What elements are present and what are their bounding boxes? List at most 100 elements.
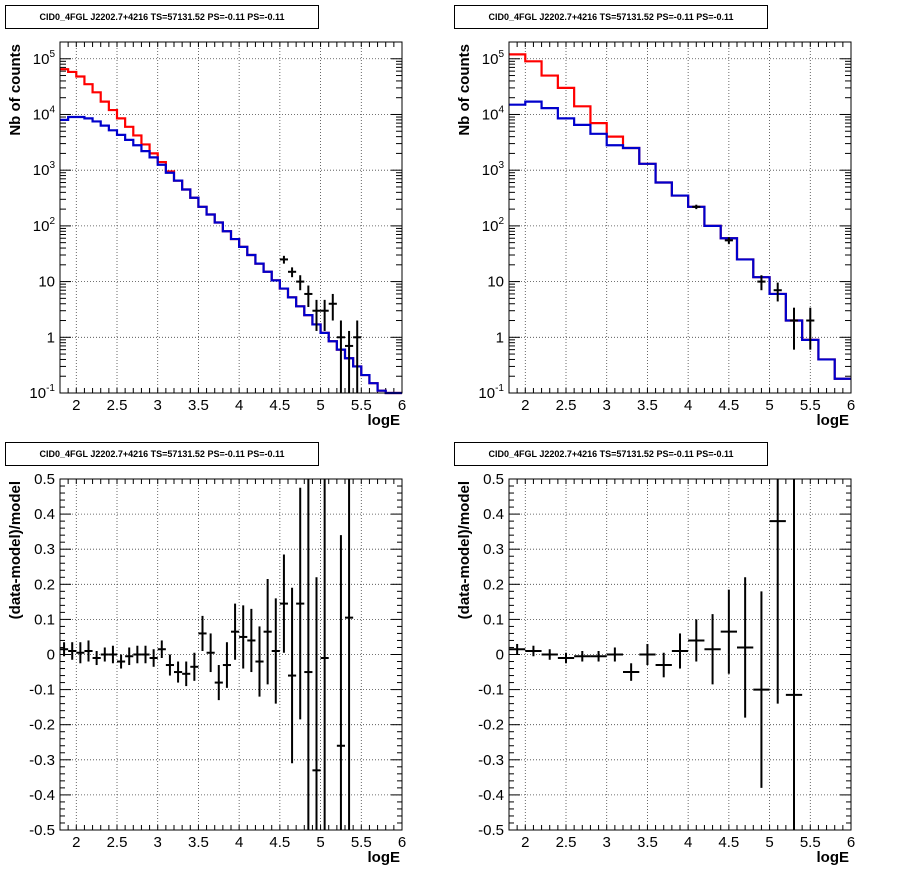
y-tick-label: 103 xyxy=(33,160,56,179)
residual-point xyxy=(239,605,248,669)
pad-title: CID0_4FGL J2202.7+4216 TS=57131.52 PS=-0… xyxy=(454,442,768,466)
y-tick-label: 0.2 xyxy=(34,576,55,593)
data-point xyxy=(345,330,354,393)
series-model xyxy=(509,100,851,380)
residual-point xyxy=(312,577,321,830)
y-axis-label: (data-model)/model xyxy=(7,481,24,619)
data-point xyxy=(757,275,766,291)
residual-point xyxy=(133,645,142,664)
x-tick-label: 4.5 xyxy=(269,834,290,851)
residual-point xyxy=(214,665,223,701)
residual-point xyxy=(60,642,69,657)
y-tick-label: 0.1 xyxy=(483,611,504,628)
y-tick-label: 102 xyxy=(33,216,56,235)
y-tick-label: -0.3 xyxy=(29,752,55,769)
minor-ticks xyxy=(59,41,403,394)
residual-point xyxy=(574,650,591,662)
x-tick-label: 3.5 xyxy=(637,834,658,851)
data-point xyxy=(304,285,313,307)
x-tick-label: 3 xyxy=(154,834,162,851)
data-point xyxy=(279,255,288,264)
pad-title: CID0_4FGL J2202.7+4216 TS=57131.52 PS=-0… xyxy=(5,5,319,29)
x-tick-label: 5.5 xyxy=(800,397,821,414)
y-tick-label: -0.2 xyxy=(478,717,504,734)
y-tick-label: 0.5 xyxy=(34,471,55,488)
y-tick-exponent: 2 xyxy=(498,216,504,227)
residual-point xyxy=(190,652,199,681)
x-tick-label: 4 xyxy=(235,397,243,414)
y-tick-label: 0.3 xyxy=(34,541,55,558)
y-tick-label: -0.4 xyxy=(29,787,55,804)
pad-bottom-left: 2 2.5 3 3.5 4 4.5 5 5.5 6 -0.5 -0.4 -0.3 -0.2 -0.1 0 0.… xyxy=(0,437,449,875)
y-tick-label: 10 xyxy=(487,274,504,291)
data-point xyxy=(773,282,782,302)
series-data xyxy=(279,255,362,393)
residual-point xyxy=(541,649,558,660)
x-tick-label: 5.5 xyxy=(800,834,821,851)
series-model xyxy=(60,115,402,395)
residual-point xyxy=(117,654,126,669)
y-axis-label: Nb of counts xyxy=(7,44,24,136)
residual-point xyxy=(149,649,158,667)
x-axis-label: logE xyxy=(368,412,401,429)
residual-point xyxy=(336,535,345,830)
y-tick-label: 0.4 xyxy=(483,506,504,523)
y-tick-label: 0.5 xyxy=(483,471,504,488)
y-tick-exponent: 3 xyxy=(498,160,504,171)
residual-point xyxy=(296,487,305,720)
x-tick-label: 4.5 xyxy=(718,397,739,414)
y-tick-label: 10 xyxy=(38,274,55,291)
residual-point xyxy=(639,643,656,666)
x-tick-label: 2 xyxy=(72,834,80,851)
x-tick-label: 6 xyxy=(847,397,855,414)
y-tick-label: 104 xyxy=(33,104,56,123)
y-tick-label: 1 xyxy=(47,329,55,346)
residual-point xyxy=(84,640,93,662)
residual-point xyxy=(157,640,166,659)
residual-point xyxy=(222,642,231,688)
x-tick-label: 2 xyxy=(72,397,80,414)
data-point xyxy=(312,299,321,331)
grid xyxy=(509,42,852,394)
residual-point xyxy=(247,608,256,673)
y-tick-label: -0.3 xyxy=(478,752,504,769)
y-tick-label: 0.1 xyxy=(34,611,55,628)
y-tick-label: 105 xyxy=(482,49,505,68)
plot-frame xyxy=(508,41,852,394)
x-tick-label: 3.5 xyxy=(188,834,209,851)
pad-title: CID0_4FGL J2202.7+4216 TS=57131.52 PS=-0… xyxy=(5,442,319,466)
y-tick-label: -0.2 xyxy=(29,717,55,734)
spectrum-plot-left: 2 2.5 3 3.5 4 4.5 5 5.5 6 10-1 1 10 102 103 104 105 logE… xyxy=(7,41,406,429)
y-tick-exponent: 2 xyxy=(49,216,55,227)
residual-point xyxy=(737,577,754,718)
y-tick-label: 103 xyxy=(482,160,505,179)
pad-bottom-right: 2 2.5 3 3.5 4 4.5 5 5.5 6 -0.5 -0.4 -0.3 -0.2 -0.1 0 0.… xyxy=(449,437,898,875)
y-axis-label: Nb of counts xyxy=(456,44,473,136)
residual-point xyxy=(288,587,297,764)
residual-point xyxy=(720,589,737,674)
y-tick-label: -0.1 xyxy=(29,682,55,699)
x-tick-label: 5 xyxy=(316,834,324,851)
data-point xyxy=(320,299,329,331)
plot-frame xyxy=(508,478,852,831)
residual-point xyxy=(279,554,288,653)
residual-point xyxy=(671,633,689,669)
y-axis-label: (data-model)/model xyxy=(456,481,473,619)
residual-point xyxy=(255,626,264,697)
residual-point xyxy=(165,654,174,676)
x-tick-label: 5 xyxy=(765,397,773,414)
residual-point xyxy=(271,598,280,704)
pad-title: CID0_4FGL J2202.7+4216 TS=57131.52 PS=-0… xyxy=(454,5,768,29)
residual-plot-right: 2 2.5 3 3.5 4 4.5 5 5.5 6 -0.5 -0.4 -0.3 -0.2 -0.1 0 0.… xyxy=(456,471,855,866)
x-tick-label: 4 xyxy=(235,834,243,851)
residual-point xyxy=(590,650,607,662)
residual-point xyxy=(304,479,313,830)
residual-point xyxy=(92,650,101,666)
x-tick-label: 5.5 xyxy=(351,834,372,851)
residual-point xyxy=(141,645,150,664)
y-tick-label: -0.1 xyxy=(478,682,504,699)
residual-plot-left: 2 2.5 3 3.5 4 4.5 5 5.5 6 -0.5 -0.4 -0.3 -0.2 -0.1 0 0.… xyxy=(7,471,406,866)
x-tick-label: 3.5 xyxy=(188,397,209,414)
data-point xyxy=(724,237,733,245)
series-data xyxy=(692,204,815,350)
